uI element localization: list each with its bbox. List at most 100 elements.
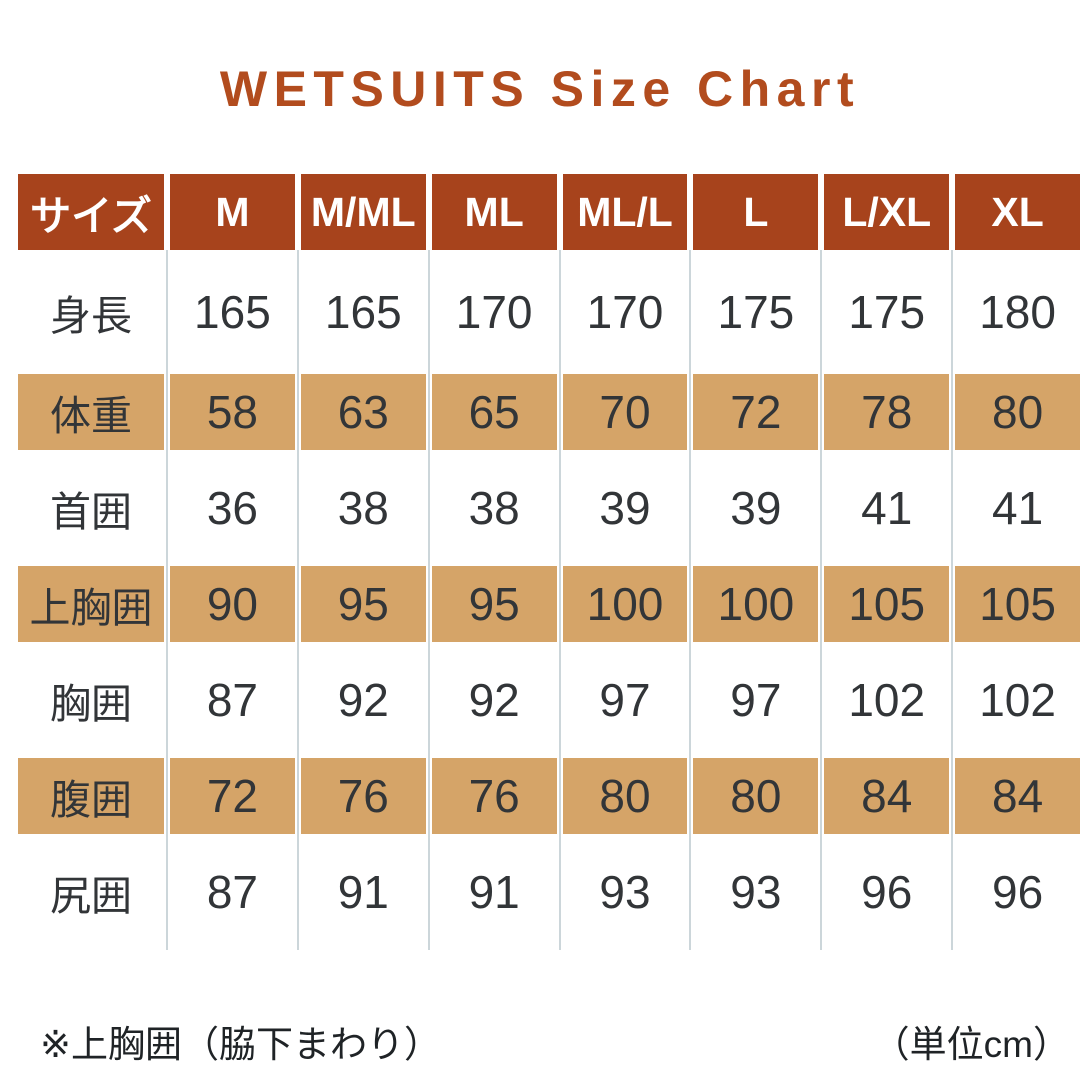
footnote-upper-chest: ※上胸囲（脇下まわり）: [40, 1024, 442, 1065]
column-divider: [426, 566, 432, 642]
column-divider: [557, 566, 563, 642]
table-cell: 80: [693, 758, 819, 834]
table-cell: 84: [824, 758, 950, 834]
divider-line: [558, 642, 561, 758]
table-cell: 72: [170, 758, 295, 834]
divider-line: [689, 374, 692, 450]
divider-line: [951, 450, 954, 566]
table-cell: 70: [562, 374, 688, 450]
table-cell: 87: [206, 674, 259, 726]
column-divider: [687, 834, 693, 950]
table-cell: 97: [730, 674, 782, 726]
row-label-weight: 体重: [18, 374, 164, 450]
table-cell: 78: [824, 374, 950, 450]
column-divider: [818, 834, 824, 950]
column-divider: [818, 758, 824, 834]
table-cell: 96: [992, 866, 1044, 918]
table-cell: 92: [337, 674, 389, 726]
table-cell: 95: [431, 566, 557, 642]
table-cell: 76: [431, 758, 557, 834]
column-divider: [949, 250, 955, 374]
column-divider: [818, 374, 824, 450]
divider-line: [427, 834, 430, 950]
table-cell: 96: [861, 866, 913, 918]
page-title: WETSUITS Size Chart: [219, 61, 861, 117]
divider-line: [951, 566, 954, 642]
table-cell: 105: [824, 566, 950, 642]
table-cell: 39: [599, 482, 651, 534]
table-cell: 100: [693, 566, 819, 642]
divider-line: [166, 450, 168, 566]
table-cell: 93: [599, 866, 651, 918]
table-cell: 102: [848, 674, 926, 726]
table-cell: 91: [468, 866, 520, 918]
divider-line: [166, 566, 168, 642]
divider-line: [820, 758, 823, 834]
column-divider: [164, 374, 170, 450]
divider-line: [951, 834, 954, 950]
header-cell-ml-l: ML/L: [562, 174, 688, 250]
divider-line: [558, 566, 561, 642]
column-divider: [557, 834, 563, 950]
column-divider: [164, 758, 170, 834]
table-cell: 80: [562, 758, 688, 834]
divider-line: [689, 450, 692, 566]
divider-line: [296, 834, 299, 950]
column-divider: [557, 250, 563, 374]
table-cell: 105: [955, 566, 1080, 642]
divider-line: [166, 642, 168, 758]
divider-line: [820, 450, 823, 566]
table-cell: 175: [717, 286, 795, 338]
divider-line: [427, 250, 430, 374]
table-cell: 76: [300, 758, 426, 834]
divider-line: [166, 758, 168, 834]
header-cell-ml: ML: [431, 174, 557, 250]
divider-line: [820, 642, 823, 758]
table-cell: 72: [693, 374, 819, 450]
column-divider: [949, 758, 955, 834]
header-cell-l: L: [693, 174, 819, 250]
row-label-upper-chest: 上胸囲: [18, 566, 164, 642]
column-divider: [426, 758, 432, 834]
divider-line: [166, 374, 168, 450]
table-cell: 84: [955, 758, 1080, 834]
table-footer: ※上胸囲（脇下まわり） （単位cm）: [40, 1014, 1070, 1068]
row-label-hip: 尻囲: [50, 873, 132, 919]
table-cell: 180: [979, 286, 1056, 338]
column-divider: [687, 450, 693, 566]
divider-line: [820, 834, 823, 950]
divider-line: [951, 374, 954, 450]
column-divider: [295, 250, 301, 374]
divider-line: [166, 250, 168, 374]
column-divider: [949, 566, 955, 642]
column-divider: [164, 250, 170, 374]
divider-line: [689, 834, 692, 950]
table-cell: 91: [337, 866, 389, 918]
table-row-hip: 尻囲 87 91 91 93 93 96 96: [18, 834, 1080, 950]
table-cell: 93: [730, 866, 782, 918]
column-divider: [164, 834, 170, 950]
table-cell: 58: [170, 374, 295, 450]
table-cell: 92: [468, 674, 520, 726]
table-cell: 102: [979, 674, 1056, 726]
table-cell: 97: [599, 674, 651, 726]
table-cell: 95: [300, 566, 426, 642]
table-cell: 65: [431, 374, 557, 450]
column-divider: [295, 758, 301, 834]
table-cell: 170: [455, 286, 533, 338]
divider-line: [427, 642, 430, 758]
column-divider: [426, 374, 432, 450]
table-row-height: 身長 165 165 170 170 175 175 180: [18, 250, 1080, 374]
divider-line: [296, 566, 299, 642]
column-divider: [295, 642, 301, 758]
column-divider: [426, 642, 432, 758]
column-divider: [295, 834, 301, 950]
column-divider: [818, 566, 824, 642]
header-cell-m: M: [170, 174, 295, 250]
divider-line: [951, 642, 954, 758]
unit-note: （単位cm）: [872, 1024, 1070, 1065]
size-chart-page: { "chart_data": { "type": "table", "titl…: [0, 62, 1080, 1078]
table-cell: 38: [337, 482, 389, 534]
divider-line: [296, 758, 299, 834]
table-row-waist: 腹囲 72 76 76 80 80 84 84: [18, 758, 1080, 834]
